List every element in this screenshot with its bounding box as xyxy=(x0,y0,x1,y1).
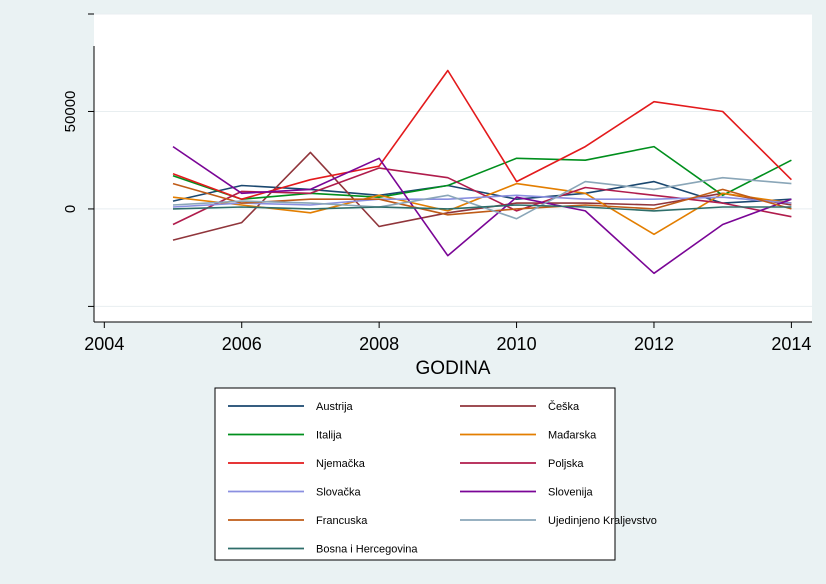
legend-label: Češka xyxy=(548,400,580,413)
legend-box xyxy=(214,387,616,561)
axes: 0 50000 2004 2006 2008 2010 2012 2014 xyxy=(62,13,812,354)
series-line xyxy=(172,194,792,208)
x-tick-label: 2010 xyxy=(497,334,537,354)
legend-label: Mađarska xyxy=(548,430,597,442)
series-line xyxy=(172,204,792,212)
x-tick-label: 2014 xyxy=(771,334,811,354)
x-tick-label: 2012 xyxy=(634,334,674,354)
legend-label: Poljska xyxy=(548,458,584,470)
x-axis-label: GODINA xyxy=(416,358,491,379)
y-tick-label: 0 xyxy=(62,205,79,213)
legend-label: Austrija xyxy=(316,401,354,413)
x-tick-label: 2006 xyxy=(222,334,262,354)
series-line xyxy=(172,182,792,216)
series-line xyxy=(172,145,792,275)
series-line xyxy=(172,69,792,200)
legend-label: Bosna i Hercegovina xyxy=(316,544,418,556)
legend-label: Slovenija xyxy=(548,487,594,499)
legend-label: Njemačka xyxy=(316,458,366,470)
y-tick-label: 50000 xyxy=(62,91,79,133)
x-tick-label: 2008 xyxy=(359,334,399,354)
legend-label: Francuska xyxy=(316,515,368,527)
series-lines xyxy=(172,69,792,275)
legend-label: Slovačka xyxy=(316,487,362,499)
legend-label: Ujedinjeno Kraljevstvo xyxy=(548,515,657,527)
x-tick-label: 2004 xyxy=(84,334,124,354)
series-line xyxy=(172,145,792,200)
plot-area xyxy=(94,14,812,322)
legend: Austrija Češka Italija Mađarska Njemačka Polj… xyxy=(214,387,657,561)
legend-label: Italija xyxy=(316,430,343,442)
